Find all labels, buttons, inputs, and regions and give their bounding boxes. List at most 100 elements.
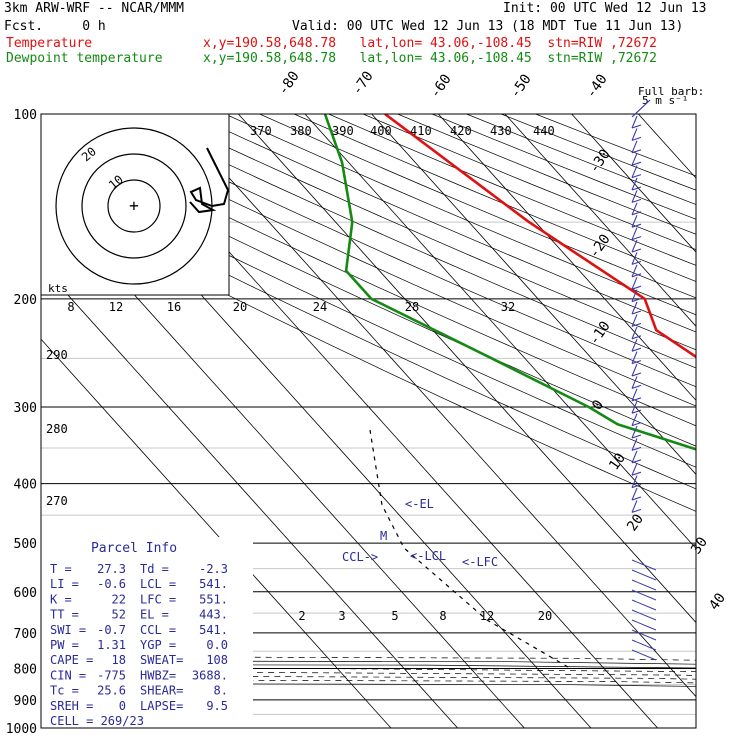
parcel-info-key: EL = [140,608,169,622]
wind-barb-icon [631,174,642,179]
dry-adiabat-line [41,143,696,447]
mixing-ratio-label: 2 [298,609,305,623]
parcel-info-key: LFC = [140,592,176,606]
dry-adiabat-line [397,114,696,235]
wind-barb-icon [631,273,642,278]
theta-e-label: 380 [290,124,312,138]
wind-barb-icon [631,326,638,340]
wind-barb-icon [631,487,638,501]
parcel-info-key: LAPSE= [140,699,183,713]
parcel-info-key: CCL = [140,623,176,637]
wind-barb-icon [631,338,638,352]
dry-adiabat-line [535,114,696,177]
parcel-info-value: 3688. [192,668,228,682]
wind-barb-icon [631,248,642,253]
wind-barb-icon [631,508,642,513]
isotherm-label: 30 [688,534,711,557]
isotherm-line [371,114,696,475]
wind-barb-icon [631,227,638,240]
dry-adiabat-line [328,114,696,266]
isotherm-label: 20 [624,511,647,534]
hodograph-trace [189,147,230,214]
parcel-info-panel: Parcel Info T = 27.3 Td = -2.3 LI = -0.6 LCL = 5… [41,537,253,728]
parcel-info-key: Td = [140,562,169,576]
isotherm-label: 40 [706,590,729,613]
parcel-info-key: TT = [50,608,79,622]
parcel-info-value: 1.31 [97,638,126,652]
parcel-info-key: SWEAT= [140,653,183,667]
wind-barb-icon [631,475,638,488]
parcel-info-key: LCL = [140,577,176,591]
mixing-ratio-label: 12 [480,609,494,623]
mixing-ratio-top-label: 8 [67,300,74,314]
wind-barb-icon [631,202,638,216]
temperature-legend: Temperature [6,36,93,51]
parcel-info-value: -0.6 [97,577,126,591]
parcel-info-value: 541. [199,577,228,591]
wind-barb-icon [631,413,638,426]
wind-barb-icon [631,434,642,439]
header: 3km ARW-WRF -- NCAR/MMM Init: 00 UTC Wed… [0,0,740,70]
wind-barb-icon [631,347,642,352]
theta-e-label: 440 [533,124,555,138]
hodograph-ring [81,153,187,259]
wind-barb-icon [631,599,657,611]
parcel-info-value: -775 [97,668,126,682]
valid-time: Valid: 00 UTC Wed 12 Jun 13 (18 MDT Tue … [292,19,684,34]
isotherm-line [171,114,696,698]
parcel-info-value: 27.3 [97,562,126,576]
parcel-info-key: Tc = [50,684,79,698]
mixing-ratio-top-label: 28 [405,300,419,314]
hodograph-center-icon: + [129,196,139,215]
isotherm-label: -20 [586,231,614,261]
parcel-info-value: 22 [112,592,126,606]
pressure-tick-label: 600 [14,586,37,601]
wind-barb-icon [631,462,638,476]
wind-barb-icon [631,310,642,315]
wind-barbs: Full barb:5 m s⁻¹ [631,85,704,661]
wind-barb-icon [631,223,642,228]
wind-barb-icon [631,322,642,327]
mixing-ratio-top-label: 20 [233,300,247,314]
parcel-info-value: 25.6 [97,684,126,698]
parcel-info-key: K = [50,592,72,606]
theta-e-label: 430 [490,124,512,138]
wind-barb-icon [631,500,638,513]
parcel-path-line [369,429,569,668]
isotherm-label: -40 [583,71,611,101]
level-marker-label: CCL-> [342,550,378,564]
wind-barb-icon [631,649,657,661]
dry-adiabat-line [431,114,696,220]
hodograph-units-label: kts [48,282,68,295]
level-marker-label: <-EL [405,497,434,511]
mixing-ratio-top-label: 16 [167,300,181,314]
theta-e-label: 410 [410,124,432,138]
level-marker-label: <-LFC [462,555,498,569]
mixing-ratio-top-label: 24 [313,300,327,314]
model-title: 3km ARW-WRF -- NCAR/MMM [4,1,185,16]
isotherm-line [238,114,696,624]
isotherm-label: -70 [349,68,377,98]
temperature-line [384,114,696,359]
dry-adiabat-line [41,199,696,512]
parcel-info-value: 443. [199,608,228,622]
wind-barb-icon [631,161,642,166]
dry-adiabat-label: 290 [46,348,68,362]
dry-adiabat-line [466,114,696,205]
parcel-info-title: Parcel Info [91,541,177,556]
wind-barb-icon [631,128,638,141]
mixing-ratio-top-label: 32 [501,300,515,314]
wind-barb-icon [631,149,642,154]
wind-barb-icon [631,285,642,290]
dewpoint-location: x,y=190.58,648.78 lat,lon= 43.06,-108.45… [203,51,657,66]
wind-barb-icon [631,260,642,265]
parcel-info-background [41,537,253,728]
hodograph-box [40,113,230,296]
wind-barb-legend: Full barb: [638,85,704,98]
wind-barb-icon [631,140,638,154]
isotherm-line [705,114,740,728]
isotherm-label: 0 [589,397,607,413]
wind-barb-icon [631,351,638,364]
parcel-info-value: 8. [214,684,228,698]
wind-barb-icon [631,363,638,377]
